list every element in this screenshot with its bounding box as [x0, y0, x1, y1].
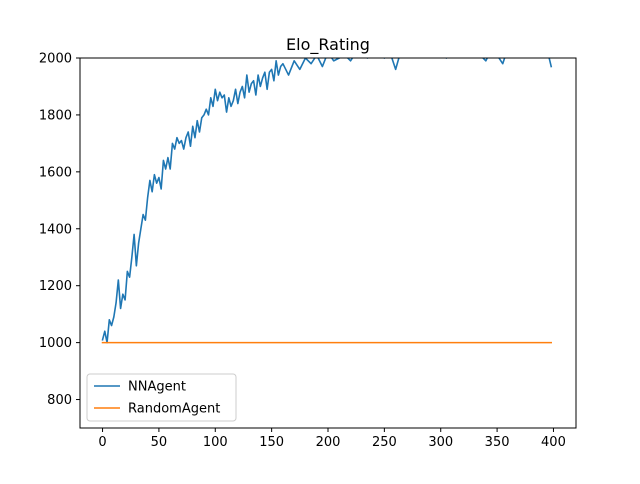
y-tick-label: 1400 — [39, 222, 72, 237]
series-layer — [101, 58, 553, 344]
y-tick-label: 2000 — [39, 52, 72, 67]
x-tick-label: 250 — [372, 435, 397, 450]
x-tick-label: 200 — [316, 435, 341, 450]
series-line-nnagent — [101, 58, 553, 344]
legend-label-randomagent: RandomAgent — [128, 402, 220, 417]
x-tick-label: 0 — [98, 435, 106, 450]
legend-box — [86, 373, 237, 422]
x-tick-label: 150 — [259, 435, 284, 450]
axes-layer: 0 50 100 150 200 250 300 350 400 800 1000 1200 1400 1… — [39, 52, 577, 450]
x-tick-label: 350 — [485, 435, 510, 450]
x-tick-label: 400 — [541, 435, 566, 450]
x-tick-label: 100 — [203, 435, 228, 450]
y-tick-label: 1200 — [39, 279, 72, 294]
y-tick-label: 800 — [47, 393, 72, 408]
legend: NNAgent RandomAgent — [86, 373, 237, 422]
y-tick-label: 1800 — [39, 108, 72, 123]
x-tick-label: 50 — [151, 435, 168, 450]
y-tick-label: 1000 — [39, 336, 72, 351]
y-tick-label: 1600 — [39, 165, 72, 180]
x-tick-label: 300 — [428, 435, 453, 450]
chart-title: Elo_Rating — [286, 35, 370, 55]
legend-label-nnagent: NNAgent — [128, 380, 186, 395]
plot-area — [80, 58, 576, 428]
